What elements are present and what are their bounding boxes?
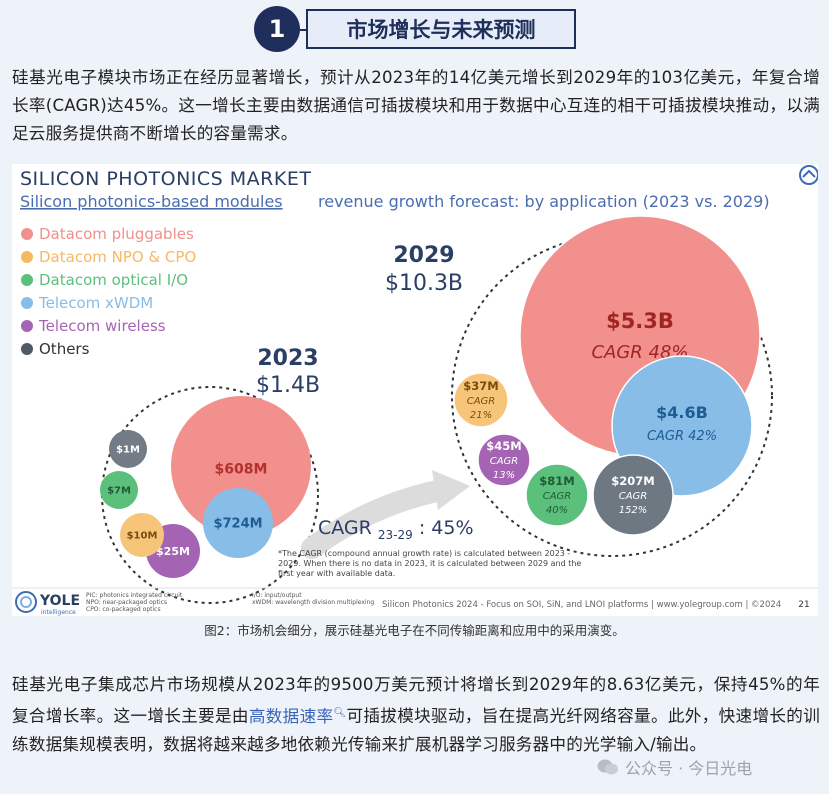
legend-label: Datacom NPO & CPO — [39, 248, 196, 266]
legend-swatch — [21, 320, 33, 332]
year-2023-label: 2023 — [257, 346, 318, 371]
chart-footnote: *The CAGR (compound annual growth rate) … — [278, 549, 581, 578]
section-header: 1 市场增长与未来预测 — [252, 6, 578, 52]
bubble-2023 — [109, 430, 147, 468]
bubble-2029 — [477, 433, 531, 487]
bubble-2023-label: $1M — [116, 445, 140, 456]
legend-swatch — [21, 228, 33, 240]
year-2023-total: $1.4B — [256, 373, 320, 398]
abbrev-line: xWDM: wavelength division multiplexing — [252, 599, 374, 606]
footer-source: Silicon Photonics 2024 - Focus on SOI, S… — [382, 600, 781, 610]
bubble-2029-cagr-value: 40% — [546, 505, 568, 516]
bubble-2029-cagr: CAGR — [467, 396, 496, 407]
bubble-2023 — [203, 488, 273, 558]
bubble-2029 — [453, 372, 509, 428]
cagr-value: : 45% — [419, 517, 474, 539]
watermark-text: 公众号 · 今日光电 — [625, 759, 753, 778]
logo-sub: intelligence — [41, 609, 76, 616]
logo-text: YOLE — [39, 593, 80, 609]
bubble-2023 — [171, 396, 311, 536]
bubble-2023-label: $724M — [213, 517, 262, 532]
chart-subtitle: revenue growth forecast: by application … — [318, 192, 770, 211]
growth-arrow — [301, 470, 470, 559]
bubble-2023 — [120, 513, 164, 557]
watermark: 公众号 · 今日光电 — [597, 755, 752, 779]
chart-main-title: SILICON PHOTONICS MARKET — [20, 168, 311, 190]
legend-label: Telecom wireless — [38, 317, 166, 335]
market-figure: SILICON PHOTONICS MARKET Silicon photoni… — [12, 164, 819, 616]
bubble-2023-label: $608M — [215, 462, 268, 478]
legend-swatch — [21, 251, 33, 263]
yole-logo: YOLE intelligence — [15, 591, 80, 616]
bubble-2029-value: $207M — [611, 474, 654, 488]
search-icon: 🔍︎ — [333, 707, 347, 718]
bubble-2023 — [100, 471, 138, 509]
chart-legend: Datacom pluggables Datacom NPO & CPO Datac… — [21, 225, 196, 358]
bubble-2029-cagr: CAGR — [619, 491, 648, 502]
footnote-line: first year with available data. — [278, 569, 395, 578]
bubble-2029-cagr: CAGR 42% — [647, 429, 717, 444]
legend-label: Datacom pluggables — [39, 225, 194, 243]
bubble-2029-cagr-value: 21% — [470, 410, 492, 421]
market-bubble-chart: SILICON PHOTONICS MARKET Silicon photoni… — [12, 165, 819, 616]
second-paragraph: 硅基光电子集成芯片市场规模从2023年的9500万美元预计将增长到2029年的8… — [12, 671, 820, 759]
abbrev-line: CPO: co-packaged optics — [86, 606, 161, 613]
cagr-prefix: CAGR — [318, 517, 372, 539]
data-rate-link-text: 高数据速率 — [248, 706, 334, 726]
legend-swatch — [21, 343, 33, 355]
legend-label: Datacom optical I/O — [39, 271, 188, 289]
footnote-line: *The CAGR (compound annual growth rate) … — [278, 549, 570, 558]
bubble-2029-value: $45M — [486, 439, 521, 453]
bubble-2023-label: $10M — [127, 531, 158, 542]
yole-corner-icon — [799, 165, 819, 185]
intro-paragraph: 硅基光电子模块市场正在经历显著增长，预计从2023年的14亿美元增长到2029年… — [12, 68, 820, 143]
abbrev-line: I/O: input/output — [252, 592, 302, 599]
abbrev-line: PIC: photonics integrated circuit — [86, 592, 183, 599]
para2-after: 可插拔模块驱动，旨在提高光纤网络容量。此外，快速增长的训练数据集规模表明，数据将… — [12, 706, 821, 754]
para2-before: 硅基光电子集成芯片市场规模从2023年的9500万美元预计将增长到2029年的8… — [12, 675, 820, 726]
chart-subtitle-link[interactable]: Silicon photonics-based modules — [20, 192, 283, 211]
year-2029-total: $10.3B — [385, 271, 463, 296]
bubble-2029 — [592, 454, 674, 536]
bubble-2029-cagr-value: 152% — [619, 505, 648, 516]
section-number-badge: 1 — [254, 6, 300, 52]
bubble-2023-label: $7M — [107, 486, 131, 497]
page-number: 21 — [798, 600, 809, 610]
wechat-icon — [597, 759, 618, 775]
data-rate-link[interactable]: 高数据速率🔍︎ — [249, 707, 347, 726]
bubble-2029-value: $81M — [539, 474, 574, 488]
year-2029-label: 2029 — [393, 243, 454, 268]
bubble-2029-value: $4.6B — [656, 403, 708, 422]
bubble-2029-value: $5.3B — [606, 309, 674, 333]
legend-swatch — [21, 274, 33, 286]
figure-caption: 图2：市场机会细分，展示硅基光电子在不同传输距离和应用中的采用演变。 — [204, 623, 625, 638]
legend-swatch — [21, 297, 33, 309]
bubble-2029 — [525, 463, 589, 527]
bubbles-2023: $608M $724M $25M $10M $7M $1M — [100, 396, 311, 578]
bubble-2029-value: $37M — [463, 379, 498, 393]
cagr-sub: 23-29 — [378, 528, 413, 542]
bubble-2029-cagr: CAGR — [490, 456, 519, 467]
bubble-2029-cagr-value: 13% — [493, 470, 515, 481]
bubble-2029-cagr: CAGR — [543, 491, 572, 502]
section-title: 市场增长与未来预测 — [300, 9, 576, 49]
bubble-group-2029-outline — [451, 235, 773, 557]
legend-label: Others — [39, 340, 90, 358]
cagr-arrow-text: CAGR 23-29 : 45% — [318, 517, 474, 544]
abbrev-line: NPO: near-packaged optics — [86, 599, 167, 606]
bubble-2023-label: $25M — [156, 545, 190, 558]
legend-label: Telecom xWDM — [38, 294, 153, 312]
footnote-line: 2029. When there is no data in 2023, it … — [278, 559, 581, 568]
